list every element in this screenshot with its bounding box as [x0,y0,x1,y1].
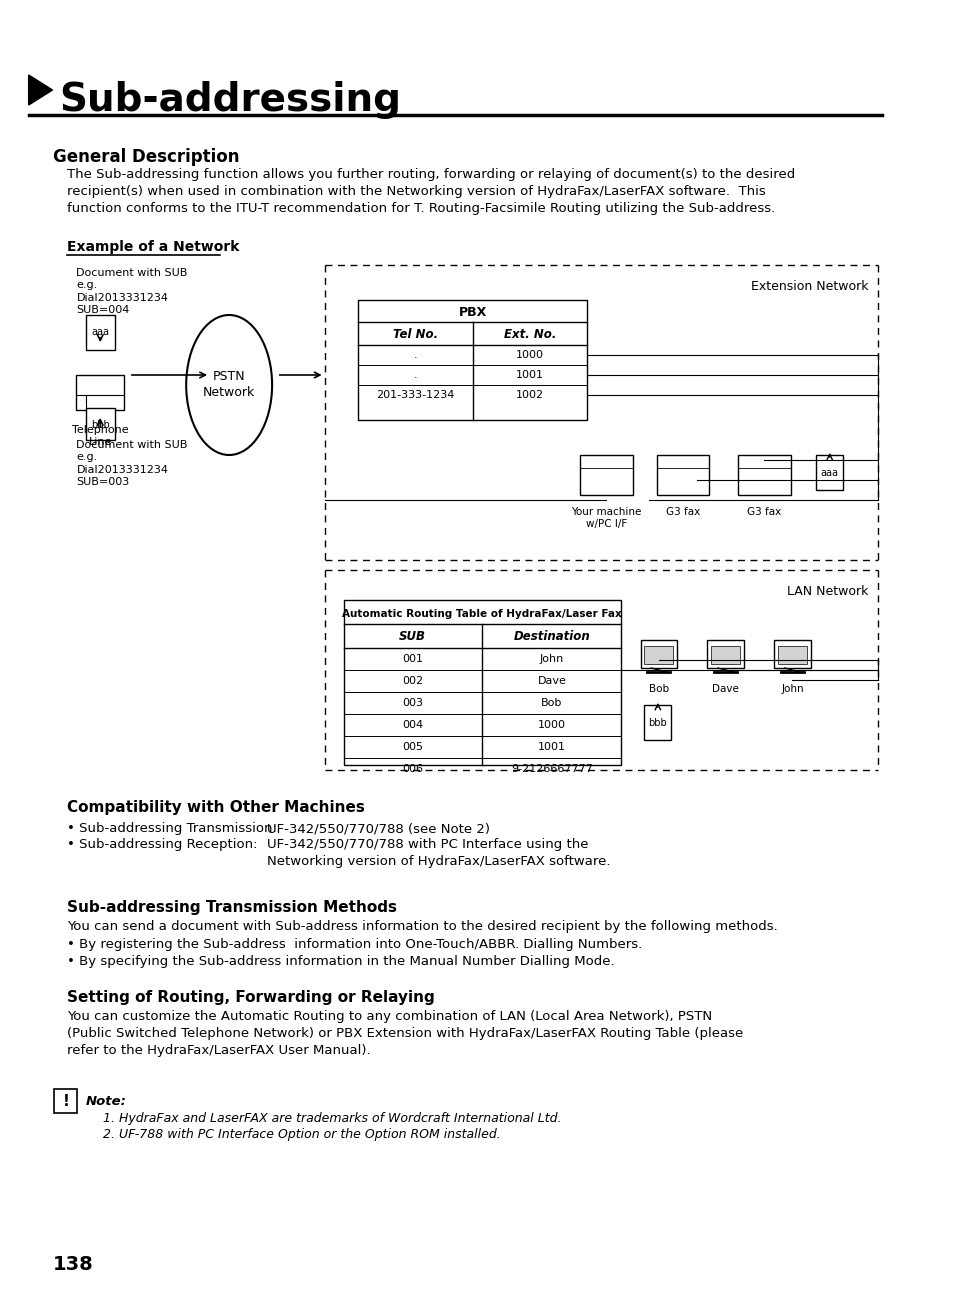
Text: PSTN
Network: PSTN Network [203,371,255,399]
Text: Dave: Dave [712,684,739,694]
Text: 1002: 1002 [516,390,543,399]
Text: !: ! [62,1093,70,1109]
Bar [343,601,620,765]
Text: • By specifying the Sub-address information in the Manual Number Dialling Mode.: • By specifying the Sub-address informat… [67,955,614,968]
Text: 1001: 1001 [516,370,543,380]
Text: 2. UF-788 with PC Interface Option or the Option ROM installed.: 2. UF-788 with PC Interface Option or th… [103,1128,500,1141]
Text: aaa: aaa [820,468,838,479]
Text: aaa: aaa [91,327,110,337]
Text: G3 fax: G3 fax [665,507,700,518]
Text: PBX: PBX [458,306,486,319]
Bar [738,455,790,495]
Bar [640,639,677,668]
Text: .: . [413,350,416,361]
Bar [774,639,810,668]
Text: Bob: Bob [540,698,562,708]
Text: Destination: Destination [513,630,590,643]
Text: Note:: Note: [86,1095,127,1108]
Text: Sub-addressing Transmission Methods: Sub-addressing Transmission Methods [67,900,396,914]
Bar [86,315,114,350]
Text: Sub-addressing: Sub-addressing [59,80,401,119]
Bar [357,300,586,420]
Text: SUB: SUB [398,630,425,643]
Text: 001: 001 [401,654,422,664]
Text: 005: 005 [401,742,422,752]
Text: LAN Network: LAN Network [786,585,868,598]
Bar [778,646,806,664]
Text: • Sub-addressing Reception:: • Sub-addressing Reception: [67,838,257,851]
Text: Automatic Routing Table of HydraFax/Laser Fax: Automatic Routing Table of HydraFax/Lase… [342,610,621,619]
Bar [76,375,124,410]
Text: 006: 006 [401,764,422,774]
Text: .: . [413,370,416,380]
Text: 138: 138 [52,1255,93,1274]
Ellipse shape [186,315,272,455]
Text: bbb: bbb [648,719,666,728]
Text: Dave: Dave [537,676,566,686]
Text: Example of a Network: Example of a Network [67,240,239,254]
Text: 002: 002 [401,676,422,686]
Text: 9-2126667777: 9-2126667777 [511,764,592,774]
Text: Compatibility with Other Machines: Compatibility with Other Machines [67,800,364,815]
Text: G3 fax: G3 fax [746,507,781,518]
Text: John: John [539,654,563,664]
Text: You can send a document with Sub-address information to the desired recipient by: You can send a document with Sub-address… [67,920,777,933]
Text: 1000: 1000 [537,720,565,730]
Text: 1001: 1001 [537,742,565,752]
Text: 1. HydraFax and LaserFAX are trademarks of Wordcraft International Ltd.: 1. HydraFax and LaserFAX are trademarks … [103,1112,561,1124]
Bar [644,706,671,741]
Text: Your machine
w/PC I/F: Your machine w/PC I/F [571,507,640,529]
Bar [644,646,673,664]
Text: UF-342/550/770/788 (see Note 2): UF-342/550/770/788 (see Note 2) [267,822,490,835]
Text: The Sub-addressing function allows you further routing, forwarding or relaying o: The Sub-addressing function allows you f… [67,169,794,215]
Text: Telephone
Line: Telephone Line [71,425,129,446]
Bar [657,455,709,495]
Text: You can customize the Automatic Routing to any combination of LAN (Local Area Ne: You can customize the Automatic Routing … [67,1010,742,1057]
Text: 004: 004 [401,720,422,730]
Text: Extension Network: Extension Network [751,280,868,293]
Bar [579,455,633,495]
Bar [707,639,743,668]
Bar [711,646,740,664]
Text: Ext. No.: Ext. No. [503,328,556,341]
Text: General Description: General Description [52,148,239,166]
Text: bbb: bbb [91,420,110,431]
Text: Document with SUB
e.g.
Dial2013331234
SUB=003: Document with SUB e.g. Dial2013331234 SU… [76,440,188,488]
Text: Document with SUB
e.g.
Dial2013331234
SUB=004: Document with SUB e.g. Dial2013331234 SU… [76,268,188,315]
Bar [816,455,842,490]
Bar [86,409,114,440]
Text: John: John [781,684,803,694]
FancyBboxPatch shape [54,1089,77,1113]
Text: 003: 003 [401,698,422,708]
Text: 201-333-1234: 201-333-1234 [375,390,454,399]
Text: UF-342/550/770/788 with PC Interface using the
Networking version of HydraFax/La: UF-342/550/770/788 with PC Interface usi… [267,838,610,868]
Text: 1000: 1000 [516,350,543,361]
Text: • Sub-addressing Transmission:: • Sub-addressing Transmission: [67,822,276,835]
Text: • By registering the Sub-address  information into One-Touch/ABBR. Dialling Numb: • By registering the Sub-address informa… [67,938,641,951]
Text: Setting of Routing, Forwarding or Relaying: Setting of Routing, Forwarding or Relayi… [67,990,435,1005]
Polygon shape [29,75,52,105]
Text: Bob: Bob [648,684,668,694]
Text: Tel No.: Tel No. [393,328,437,341]
